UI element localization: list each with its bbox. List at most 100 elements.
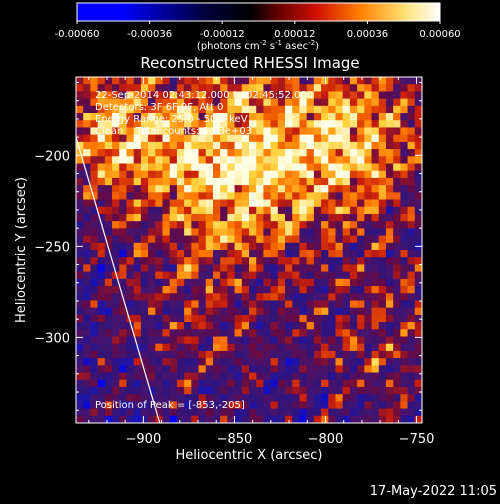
heatmap-cell xyxy=(385,235,394,244)
heatmap-cell xyxy=(306,264,315,272)
heatmap-cell xyxy=(328,278,336,287)
heatmap-cell xyxy=(83,84,91,92)
heatmap-cell xyxy=(306,307,315,316)
heatmap-cell xyxy=(112,98,120,107)
heatmap-cell xyxy=(191,264,199,272)
heatmap-cell xyxy=(277,358,286,366)
heatmap-cell xyxy=(306,329,315,337)
heatmap-cell xyxy=(263,264,271,272)
heatmap-cell xyxy=(241,98,250,107)
heatmap-cell xyxy=(249,336,257,345)
heatmap-cell xyxy=(292,329,300,337)
heatmap-cell xyxy=(198,401,207,409)
heatmap-cell xyxy=(205,293,214,301)
heatmap-cell xyxy=(162,199,171,208)
heatmap-cell xyxy=(176,156,185,164)
heatmap-cell xyxy=(104,149,113,157)
heatmap-cell xyxy=(400,221,408,229)
heatmap-cell xyxy=(349,307,358,316)
heatmap-cell xyxy=(126,307,134,316)
heatmap-cell xyxy=(400,170,408,179)
heatmap-cell xyxy=(313,271,322,280)
heatmap-cell xyxy=(148,386,156,395)
heatmap-cell xyxy=(321,394,329,402)
heatmap-cell xyxy=(212,307,221,316)
heatmap-cell xyxy=(263,329,271,337)
heatmap-cell xyxy=(148,235,156,244)
heatmap-cell xyxy=(285,235,293,244)
heatmap-cell xyxy=(133,127,142,135)
heatmap-cell xyxy=(97,336,106,345)
heatmap-cell xyxy=(378,221,387,229)
heatmap-cell xyxy=(357,386,365,395)
heatmap-cell xyxy=(285,278,293,287)
heatmap-cell xyxy=(155,386,163,395)
heatmap-cell xyxy=(198,134,207,143)
heatmap-cell xyxy=(234,120,243,128)
y-axis-label: Heliocentric Y (arcsec) xyxy=(14,177,29,323)
heatmap-cell xyxy=(176,199,185,208)
heatmap-cell xyxy=(364,221,372,229)
heatmap-cell xyxy=(364,185,372,193)
heatmap-cell xyxy=(220,307,228,316)
heatmap-cell xyxy=(285,415,293,423)
heatmap-cell xyxy=(155,264,163,272)
heatmap-cell xyxy=(256,271,264,280)
heatmap-cell xyxy=(140,163,149,172)
heatmap-cell xyxy=(292,120,300,128)
heatmap-cell xyxy=(133,307,142,316)
heatmap-cell xyxy=(378,358,387,366)
heatmap-cell xyxy=(169,286,178,294)
heatmap-cell xyxy=(263,278,271,287)
heatmap-cell xyxy=(414,322,422,330)
x-tick-label: −900 xyxy=(126,432,162,447)
heatmap-cell xyxy=(321,127,329,135)
heatmap-cell xyxy=(357,206,365,215)
heatmap-cell xyxy=(155,372,163,381)
heatmap-cell xyxy=(191,127,199,135)
heatmap-cell xyxy=(414,343,422,352)
heatmap-cell xyxy=(119,264,127,272)
heatmap-cell xyxy=(220,365,228,373)
heatmap-cell xyxy=(385,379,394,388)
heatmap-cell xyxy=(321,372,329,381)
heatmap-cell xyxy=(133,98,142,107)
heatmap-cell xyxy=(76,415,84,423)
heatmap-cell xyxy=(414,336,422,345)
x-axis-label: Heliocentric X (arcsec) xyxy=(176,448,323,463)
heatmap-cell xyxy=(220,350,228,359)
heatmap-cell xyxy=(234,408,243,417)
heatmap-cell xyxy=(191,343,199,352)
heatmap-cell xyxy=(234,127,243,135)
heatmap-cell xyxy=(112,300,120,308)
heatmap-cell xyxy=(104,314,113,323)
heatmap-cell xyxy=(256,156,264,164)
heatmap-cell xyxy=(321,149,329,157)
heatmap-cell xyxy=(371,170,380,179)
colorbar-tick-label: -0.00036 xyxy=(127,29,172,40)
heatmap-cell xyxy=(407,163,416,172)
heatmap-cell xyxy=(205,394,214,402)
heatmap-cell xyxy=(119,401,127,409)
heatmap-cell xyxy=(407,379,416,388)
heatmap-cell xyxy=(321,120,329,128)
heatmap-cell xyxy=(393,91,401,99)
heatmap-cell xyxy=(205,177,214,186)
heatmap-cell xyxy=(313,401,322,409)
heatmap-cell xyxy=(162,177,171,186)
heatmap-cell xyxy=(97,127,106,135)
heatmap-cell xyxy=(349,91,358,99)
heatmap-cell xyxy=(205,372,214,381)
heatmap-cell xyxy=(104,192,113,200)
heatmap-cell xyxy=(313,98,322,107)
heatmap-cell xyxy=(76,177,84,186)
heatmap-cell xyxy=(140,213,149,222)
heatmap-cell xyxy=(104,113,113,121)
heatmap-cell xyxy=(414,91,422,99)
heatmap-cell xyxy=(378,350,387,359)
heatmap-cell xyxy=(83,394,91,402)
heatmap-cell xyxy=(220,394,228,402)
heatmap-cell xyxy=(90,300,98,308)
heatmap-cell xyxy=(349,329,358,337)
heatmap-cell xyxy=(364,415,372,423)
